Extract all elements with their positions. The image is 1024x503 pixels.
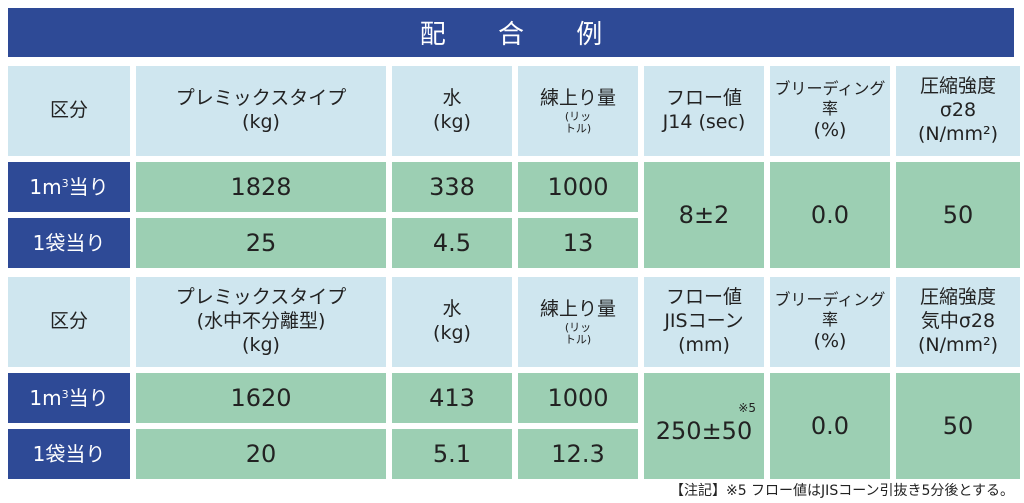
strength-value: 50 xyxy=(896,162,1020,268)
row-label-per-bag: 1袋当り xyxy=(8,218,130,268)
premix-value: 25 xyxy=(136,218,386,268)
row-label-per-bag: 1袋当り xyxy=(8,429,130,479)
header-water: 水 (kg) xyxy=(392,277,512,367)
bleeding-value: 0.0 xyxy=(770,162,890,268)
header-strength: 圧縮強度 気中σ28 (N/mm²) xyxy=(896,277,1020,367)
header-premix: プレミックスタイプ (水中不分離型) (kg) xyxy=(136,277,386,367)
header-category: 区分 xyxy=(8,66,130,156)
table-row: 1袋当り 25 4.5 13 xyxy=(8,218,1020,268)
header-bleeding: ブリーディング率 (%) xyxy=(770,66,890,156)
row-label-per-m3: 1m3当り xyxy=(8,373,130,423)
premix-value: 1828 xyxy=(136,162,386,212)
premix-value: 1620 xyxy=(136,373,386,423)
flow-value: 250±50 xyxy=(655,416,753,445)
water-value: 4.5 xyxy=(392,218,512,268)
header-yield: 練上り量 (リッ トル) xyxy=(518,66,638,156)
water-value: 413 xyxy=(392,373,512,423)
flow-value: 8±2 xyxy=(644,162,764,268)
header-flow: フロー値 J14 (sec) xyxy=(644,66,764,156)
water-value: 338 xyxy=(392,162,512,212)
header-premix: プレミックスタイプ (kg) xyxy=(136,66,386,156)
mix-table-standard: 区分 プレミックスタイプ (kg) 水 (kg) 練上り量 (リッ トル) フロー値… xyxy=(2,60,1024,274)
strength-value: 50 xyxy=(896,373,1020,479)
water-value: 5.1 xyxy=(392,429,512,479)
header-water: 水 (kg) xyxy=(392,66,512,156)
header-yield: 練上り量 (リッ トル) xyxy=(518,277,638,367)
yield-value: 13 xyxy=(518,218,638,268)
bleeding-value: 0.0 xyxy=(770,373,890,479)
yield-value: 1000 xyxy=(518,162,638,212)
page-title: 配 合 例 xyxy=(419,20,625,50)
yield-value: 1000 xyxy=(518,373,638,423)
footnote: 【注記】※5 フロー値はJISコーン引抜き5分後とする。 xyxy=(669,483,1014,499)
header-flow: フロー値 JISコーン (mm) xyxy=(644,277,764,367)
yield-value: 12.3 xyxy=(518,429,638,479)
row-label-per-m3: 1m3当り xyxy=(8,162,130,212)
header-row: 区分 プレミックスタイプ (水中不分離型) (kg) 水 (kg) 練上り量 (リッ … xyxy=(8,277,1020,367)
header-row: 区分 プレミックスタイプ (kg) 水 (kg) 練上り量 (リッ トル) フロー値… xyxy=(8,66,1020,156)
header-bleeding: ブリーディング率 (%) xyxy=(770,277,890,367)
table-row: 1袋当り 20 5.1 12.3 xyxy=(8,429,1020,479)
table-row: 1m3当り 1828 338 1000 8±2 0.0 50 xyxy=(8,162,1020,268)
flow-value-cell: ※5 250±50 xyxy=(644,373,764,479)
header-category: 区分 xyxy=(8,277,130,367)
premix-value: 20 xyxy=(136,429,386,479)
table-row: 1m3当り 1620 413 1000 ※5 250±50 0.0 50 xyxy=(8,373,1020,479)
flow-note-mark: ※5 xyxy=(738,400,756,415)
page-title-banner: 配 合 例 xyxy=(8,8,1014,57)
header-strength: 圧縮強度 σ28 (N/mm²) xyxy=(896,66,1020,156)
mix-table-underwater: 区分 プレミックスタイプ (水中不分離型) (kg) 水 (kg) 練上り量 (リッ … xyxy=(2,271,1024,485)
